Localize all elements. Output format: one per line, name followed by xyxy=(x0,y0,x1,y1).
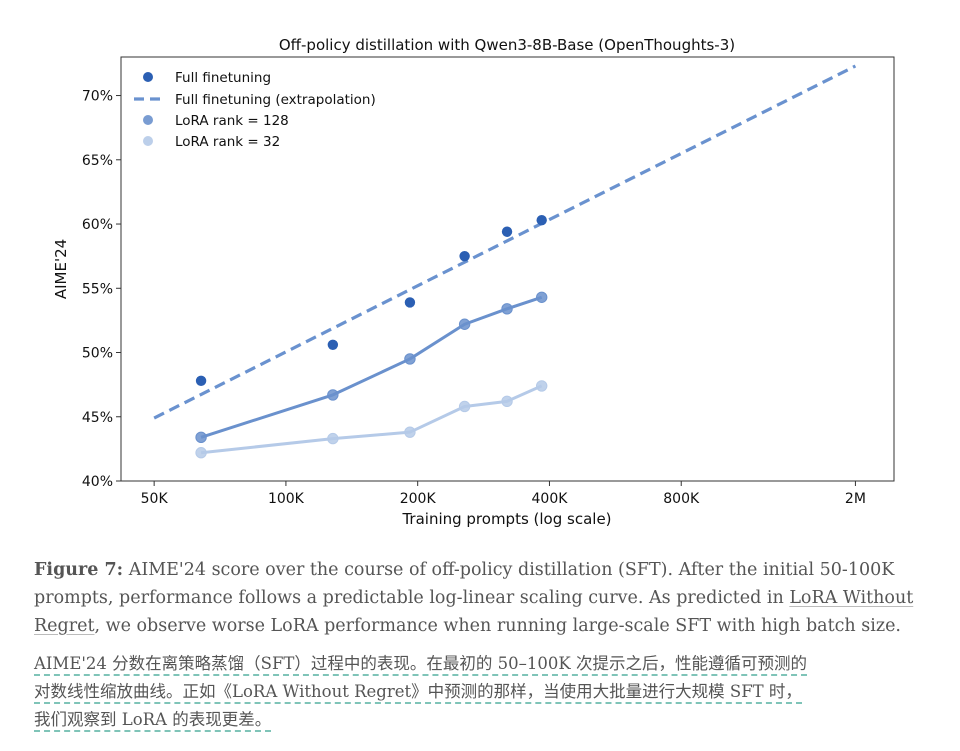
legend-swatch-marker xyxy=(143,115,153,125)
legend-label: LoRA rank = 32 xyxy=(175,134,280,150)
data-point xyxy=(458,400,471,413)
data-point xyxy=(404,353,416,365)
x-tick-label: 50K xyxy=(141,491,169,507)
x-tick-label: 200K xyxy=(400,491,437,507)
data-point xyxy=(195,447,207,459)
data-point xyxy=(501,395,513,408)
translation-line: 对数线性缩放曲线。正如《LoRA Without Regret》中预测的那样，当… xyxy=(34,682,802,704)
figure-caption: Figure 7: AIME'24 score over the course … xyxy=(34,556,914,640)
x-tick-label: 400K xyxy=(532,491,569,507)
y-tick-label: 45% xyxy=(82,410,113,426)
caption-label: Figure 7: xyxy=(34,560,124,580)
y-tick-label: 55% xyxy=(82,281,113,297)
x-tick-label: 100K xyxy=(268,491,305,507)
caption-text-before: AIME'24 score over the course of off-pol… xyxy=(34,560,895,608)
y-tick-label: 65% xyxy=(82,153,113,169)
legend-label: LoRA rank = 128 xyxy=(175,113,289,129)
legend-swatch-marker xyxy=(143,72,153,82)
series-line xyxy=(200,384,543,455)
y-axis-label: AIME'24 xyxy=(52,239,70,299)
y-tick-label: 70% xyxy=(82,89,113,105)
translation-line: AIME'24 分数在离策略蒸馏（SFT）过程中的表现。在最初的 50–100K… xyxy=(34,654,807,676)
translation-line: 我们观察到 LoRA 的表现更差。 xyxy=(34,710,272,732)
plot-frame xyxy=(120,56,895,482)
series-lora-rank-32 xyxy=(195,380,548,459)
caption-text-after: , we observe worse LoRA performance when… xyxy=(94,616,902,636)
legend-label: Full finetuning (extrapolation) xyxy=(175,92,376,108)
caption-translation: AIME'24 分数在离策略蒸馏（SFT）过程中的表现。在最初的 50–100K… xyxy=(34,650,914,734)
legend-label: Full finetuning xyxy=(175,70,271,86)
y-tick-label: 40% xyxy=(82,474,113,490)
data-point xyxy=(535,291,548,303)
y-axis: 40% 45% 50% 55% 60% 65% 70% xyxy=(82,89,121,490)
y-tick-label: 50% xyxy=(82,346,113,362)
series-layer xyxy=(153,64,857,459)
legend: Full finetuning Full finetuning (extrapol… xyxy=(134,70,376,150)
chart-title: Off-policy distillation with Qwen3-8B-Ba… xyxy=(279,36,735,54)
series-full-finetuning-extrapolation xyxy=(153,64,857,420)
data-point xyxy=(195,375,207,386)
data-point xyxy=(327,339,339,351)
chart: Off-policy distillation with Qwen3-8B-Ba… xyxy=(52,36,895,528)
data-point xyxy=(404,297,416,308)
data-point xyxy=(535,380,548,392)
caption-link-lora-without-regret[interactable]: LoRA Without Regret xyxy=(34,588,914,636)
series-lora-rank-128 xyxy=(195,291,548,444)
extrapolation-line xyxy=(153,64,857,420)
series-full-finetuning xyxy=(195,214,547,386)
data-point xyxy=(327,432,339,445)
y-tick-label: 60% xyxy=(82,217,113,233)
data-point xyxy=(327,389,339,401)
data-point xyxy=(501,303,513,315)
x-axis: 50K 100K 200K 400K 800K 2M xyxy=(141,481,866,507)
x-tick-label: 800K xyxy=(663,491,700,507)
x-tick-label: 2M xyxy=(845,491,866,507)
data-point xyxy=(536,214,547,226)
data-point xyxy=(195,431,207,444)
legend-swatch-marker xyxy=(143,136,153,146)
data-point xyxy=(404,426,416,438)
data-point xyxy=(458,318,471,330)
x-axis-label: Training prompts (log scale) xyxy=(401,510,611,528)
data-point xyxy=(459,250,470,262)
data-point xyxy=(501,226,513,237)
series-line xyxy=(200,295,543,439)
